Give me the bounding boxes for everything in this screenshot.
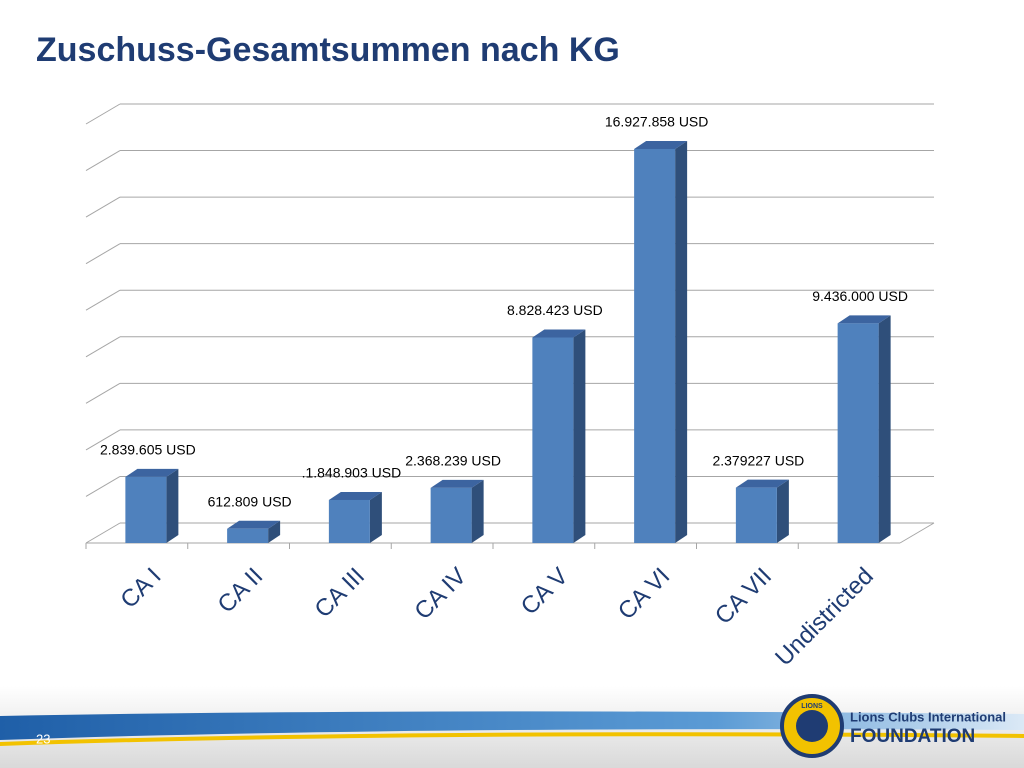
grid-line [85, 429, 121, 451]
logo-text: FOUNDATION [850, 726, 975, 747]
x-tick-label: CA III [310, 563, 371, 624]
x-tick-label: CA I [115, 563, 166, 614]
grid-line [85, 289, 121, 311]
x-tick-label: CA IV [409, 563, 471, 625]
bar-side [573, 329, 586, 543]
bar-top [837, 315, 891, 324]
grid-line [85, 522, 121, 544]
grid-line [85, 150, 121, 171]
grid-line [85, 103, 121, 125]
footer-stripe-yellow [0, 732, 1024, 746]
grid-line [85, 196, 121, 218]
bar [837, 323, 879, 543]
bar-side [878, 315, 891, 543]
bar [735, 487, 777, 543]
grid-line [85, 243, 121, 265]
bar [430, 487, 472, 543]
bar-side [268, 520, 281, 543]
bar-top [532, 329, 586, 338]
data-label: 2.379227 USD [712, 452, 804, 468]
plot-area: CA I 2.839.605 USD CA II 612.809 USD CA III.… [85, 103, 935, 672]
bar-top [227, 520, 281, 529]
x-tick-label: CA V [516, 563, 574, 621]
footer-stripe [0, 711, 1024, 740]
bar-side [776, 479, 789, 543]
bar-side [675, 140, 688, 543]
data-label: 9.436.000 USD [812, 288, 908, 304]
bar [227, 528, 269, 543]
data-label: 16.927.858 USD [605, 114, 709, 130]
grid-line [85, 382, 121, 404]
x-tick-label: Undistricted [770, 563, 879, 672]
data-label: 612.809 USD [208, 493, 292, 509]
floor-edge [899, 522, 935, 544]
bar [634, 148, 676, 543]
data-label: 2.368.239 USD [405, 453, 501, 469]
bar-side [166, 468, 179, 543]
bar-top [634, 140, 688, 149]
bar-top [125, 468, 179, 477]
logo-ring-text: LIONS [801, 703, 823, 710]
bar [125, 476, 167, 543]
page-number: 23 [36, 731, 50, 746]
bar [328, 499, 370, 543]
data-label: .1.848.903 USD [302, 465, 402, 481]
x-tick-label: CA VI [613, 563, 675, 625]
data-label: 2.839.605 USD [100, 442, 196, 458]
bar-top [328, 491, 382, 500]
bar-side [369, 491, 382, 543]
logo-emblem-core [796, 710, 828, 742]
x-tick-label: CA VII [710, 563, 777, 630]
logo-text: Lions Clubs International [850, 709, 1006, 724]
bar-top [735, 479, 789, 488]
bar [532, 337, 574, 543]
data-label: 8.828.423 USD [507, 302, 603, 318]
x-tick-label: CA II [212, 563, 268, 619]
grid-line [85, 476, 121, 497]
bar-side [471, 479, 484, 543]
chart-title: Zuschuss-Gesamtsummen nach KG [36, 31, 620, 69]
bar-top [430, 479, 484, 488]
grid-line [85, 336, 121, 358]
